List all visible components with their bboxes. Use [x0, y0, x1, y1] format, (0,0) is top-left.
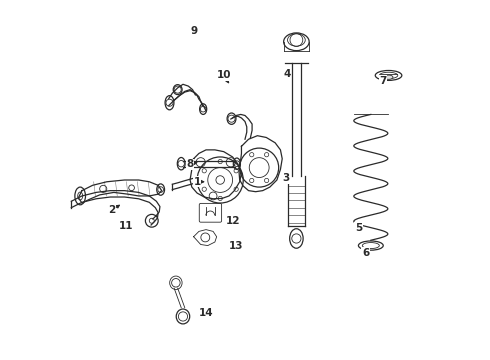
Text: 1: 1 — [194, 177, 201, 187]
Ellipse shape — [384, 75, 393, 79]
Text: 4: 4 — [283, 69, 291, 79]
Text: 5: 5 — [355, 223, 362, 233]
Text: 7: 7 — [380, 76, 387, 86]
Text: 10: 10 — [217, 71, 231, 80]
Text: 9: 9 — [190, 26, 197, 36]
Text: 11: 11 — [119, 221, 133, 231]
Text: 2: 2 — [108, 205, 116, 215]
Text: 14: 14 — [199, 308, 213, 318]
Text: 6: 6 — [362, 248, 369, 258]
Text: 12: 12 — [225, 216, 240, 226]
Text: 8: 8 — [186, 159, 194, 169]
Text: 3: 3 — [282, 173, 290, 183]
Text: 13: 13 — [229, 240, 244, 251]
